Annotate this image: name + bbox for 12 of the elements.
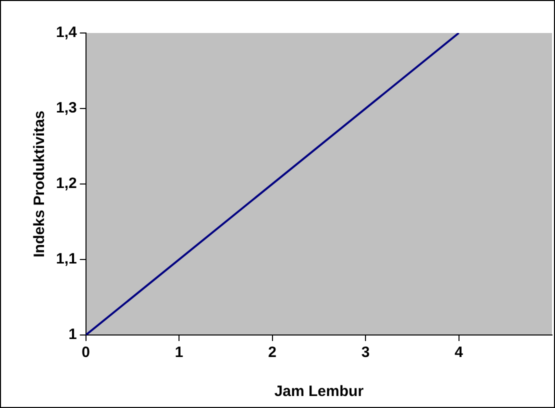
y-tick-label: 1,2 [56, 175, 77, 192]
y-tick-label: 1,4 [56, 24, 78, 42]
x-tick-label: 2 [268, 344, 276, 362]
x-tick-label: 1 [174, 344, 184, 362]
y-tick-label: 1,3 [56, 100, 77, 117]
y-tick-label: 1,1 [56, 250, 77, 268]
x-tick-label: 0 [82, 344, 90, 362]
y-tick-label: 1 [68, 326, 77, 344]
x-tick-label: 3 [361, 344, 370, 362]
x-axis-title: Jam Lembur [274, 383, 364, 400]
x-tick-label: 4 [454, 344, 464, 362]
y-axis-title: Indeks Produktivitas [31, 110, 48, 258]
